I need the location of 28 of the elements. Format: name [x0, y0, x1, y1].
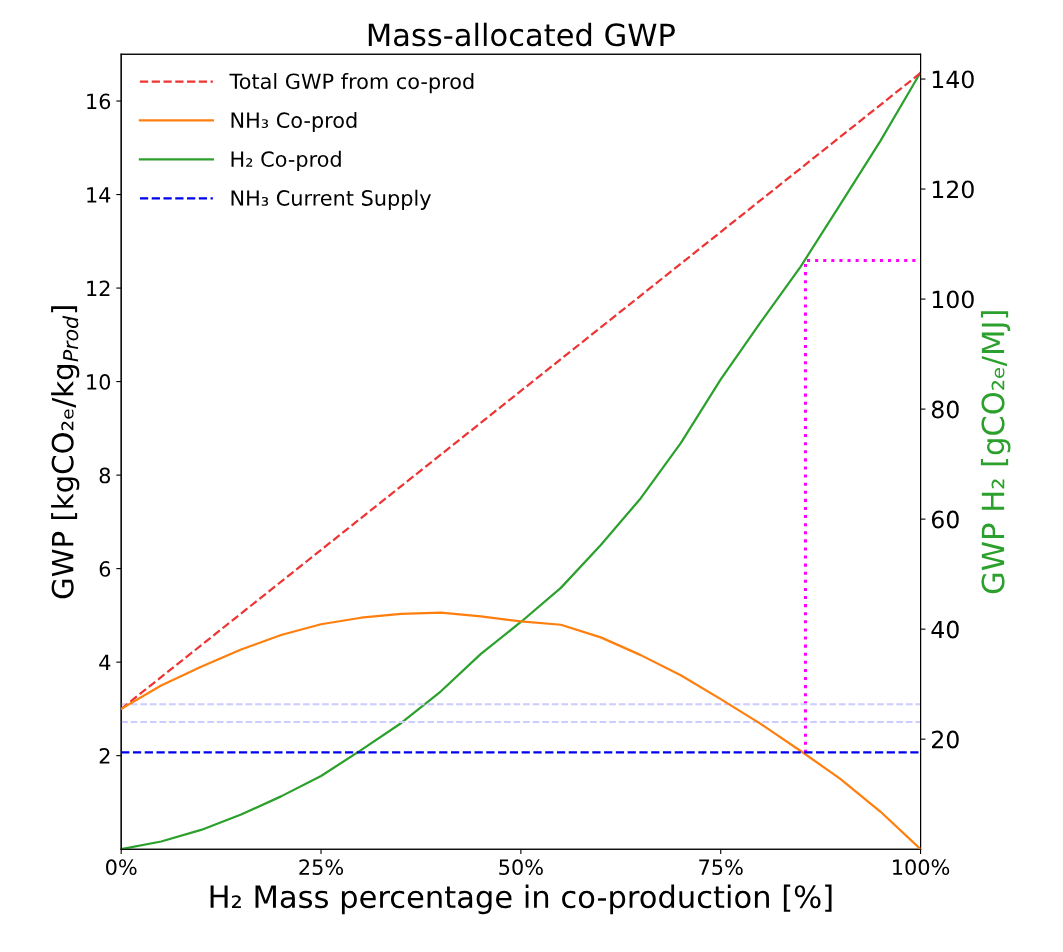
x-tick-label: 75%: [699, 859, 743, 876]
y-axis-title: GWP [kgCO₂ₑ/kg$_{Prod}$]: [51, 306, 80, 599]
legend-label: H₂ Co-prod: [231, 150, 341, 171]
y-tick-label: 8: [99, 467, 111, 484]
y-tick-label: 16: [87, 93, 111, 110]
y-tick-label: 2: [99, 748, 110, 764]
y-tick-label: 14: [87, 187, 111, 203]
y2-tick-label: 80: [931, 400, 959, 419]
y-tick-label: 12: [87, 280, 110, 296]
y2-axis-title: GWP H₂ [gCO₂ₑ/MJ]: [980, 311, 1011, 594]
y-tick-label: 4: [99, 654, 111, 671]
y2-tick-label: 40: [931, 620, 959, 639]
y-tick-label: 6: [99, 561, 111, 577]
x-axis-title: H₂ Mass percentage in co-production [%]: [210, 884, 832, 915]
y2-tick-label: 20: [932, 730, 959, 749]
y2-tick-label: 140: [932, 70, 974, 89]
y2-tick-label: 60: [931, 510, 959, 529]
y-tick-label: 10: [87, 374, 111, 390]
y2-tick-label: 100: [932, 290, 974, 309]
legend-label: Total GWP from co-prod: [229, 73, 474, 94]
legend-label: NH₃ Current Supply: [231, 189, 431, 210]
chart-title: Mass-allocated GWP: [368, 22, 675, 47]
x-tick-label: 0%: [106, 859, 137, 876]
x-tick-label: 100%: [893, 859, 950, 876]
legend-label: NH₃ Co-prod: [231, 111, 357, 133]
x-tick-label: 50%: [499, 859, 543, 876]
y2-tick-label: 120: [932, 180, 974, 199]
x-tick-label: 25%: [299, 859, 344, 876]
